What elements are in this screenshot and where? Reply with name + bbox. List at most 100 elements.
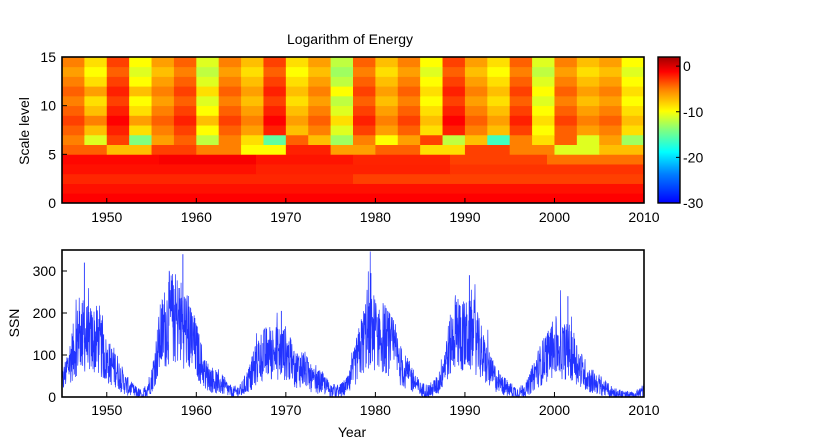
- heatmap-cell: [263, 105, 287, 116]
- heatmap-cell: [554, 134, 578, 145]
- heatmap-cell: [353, 86, 376, 97]
- ssn-plot-frame: [61, 249, 645, 398]
- heatmap-cell: [547, 154, 645, 165]
- heatmap-cell: [62, 86, 85, 97]
- heatmap-cell: [263, 115, 287, 126]
- heatmap-cell: [241, 76, 265, 87]
- heatmap-cell: [353, 76, 376, 87]
- heatmap-cell: [285, 115, 309, 126]
- heatmap-cell: [375, 125, 399, 136]
- heatmap-cell: [532, 95, 556, 107]
- heatmap-cell: [353, 154, 451, 165]
- heatmap-cell: [464, 95, 488, 107]
- heatmap-cell: [576, 105, 600, 116]
- heatmap-cell: [397, 86, 421, 97]
- heatmap-cell: [62, 134, 85, 145]
- heatmap-cell: [532, 76, 556, 87]
- heatmap-cell: [263, 57, 287, 68]
- heatmap-cell: [62, 66, 85, 77]
- heatmap-cell: [464, 144, 511, 155]
- heatmap-cell: [241, 125, 265, 136]
- heatmap-cell: [375, 76, 399, 87]
- heatmap-cell: [509, 115, 533, 126]
- heatmap-cell: [129, 95, 153, 107]
- heatmap-cell: [129, 76, 153, 87]
- heatmap-cell: [576, 66, 600, 77]
- heatmap-cell: [532, 105, 556, 116]
- heatmap-cell: [196, 144, 242, 155]
- heatmap-cell: [554, 144, 600, 155]
- heatmap-cell: [173, 86, 197, 97]
- heatmap-x-tick-label: 1950: [91, 209, 122, 225]
- ssn-y-tick-label: 100: [33, 347, 57, 363]
- heatmap-cell: [106, 144, 153, 155]
- heatmap-cell: [375, 115, 399, 126]
- heatmap-cell: [375, 134, 399, 145]
- heatmap-cell: [285, 86, 309, 97]
- ssn-y-tick-label: 300: [33, 263, 57, 279]
- heatmap-cell: [263, 76, 287, 87]
- heatmap-cell: [420, 66, 444, 77]
- heatmap-cell: [442, 95, 466, 107]
- heatmap-cell: [353, 173, 645, 184]
- heatmap-cell: [196, 105, 220, 116]
- colorbar: 0 -10 -20 -30: [657, 56, 703, 211]
- heatmap-cell: [196, 95, 220, 107]
- heatmap-cell: [106, 76, 130, 87]
- heatmap-cell: [599, 86, 623, 97]
- heatmap-cell: [442, 86, 466, 97]
- heatmap-cell: [62, 193, 645, 204]
- heatmap-cell: [509, 66, 533, 77]
- heatmap-cell: [420, 105, 444, 116]
- heatmap-cell: [487, 86, 511, 97]
- heatmap-cell: [129, 66, 153, 77]
- ssn-x-tick-label: 2010: [628, 402, 659, 418]
- heatmap-cell: [62, 125, 85, 136]
- heatmap-cell: [464, 125, 488, 136]
- heatmap-cell: [353, 105, 376, 116]
- heatmap-cell: [487, 105, 511, 116]
- heatmap-cell: [353, 66, 376, 77]
- heatmap-cell: [442, 66, 466, 77]
- heatmap-cell: [599, 57, 623, 68]
- heatmap-cell: [285, 95, 309, 107]
- heatmap-cell: [509, 144, 556, 155]
- heatmap-cell: [509, 105, 533, 116]
- heatmap-cell: [241, 86, 265, 97]
- heatmap-cell: [554, 125, 578, 136]
- heatmap-y-tick-label: 15: [40, 49, 56, 65]
- heatmap-cell: [554, 76, 578, 87]
- heatmap-cell: [308, 76, 332, 87]
- heatmap-cell: [509, 76, 533, 87]
- heatmap-cell: [263, 66, 287, 77]
- colorbar-gradient: [658, 57, 680, 203]
- heatmap-cell: [442, 105, 466, 116]
- heatmap-cell: [420, 144, 466, 155]
- ssn-y-tick-label: 0: [48, 389, 56, 405]
- heatmap-cell: [554, 105, 578, 116]
- heatmap-cell: [285, 76, 309, 87]
- heatmap-panel: Logarithm of Energy 1950 1960 1970 1980 1990…: [16, 31, 703, 225]
- heatmap-cell: [106, 66, 130, 77]
- ssn-x-tick-label: 2000: [539, 402, 570, 418]
- heatmap-cell: [151, 86, 175, 97]
- heatmap-cell: [196, 115, 220, 126]
- heatmap-cell: [532, 125, 556, 136]
- heatmap-cell: [106, 95, 130, 107]
- heatmap-cell: [129, 57, 153, 68]
- heatmap-cell: [218, 86, 242, 97]
- heatmap-cell: [241, 115, 265, 126]
- heatmap-cell: [397, 115, 421, 126]
- heatmap-cell: [129, 125, 153, 136]
- heatmap-cell: [576, 125, 600, 136]
- heatmap-cell: [509, 134, 533, 145]
- heatmap-cell: [464, 86, 488, 97]
- heatmap-cell: [450, 164, 645, 175]
- heatmap-cell: [375, 144, 421, 155]
- heatmap-cell: [330, 125, 354, 136]
- heatmap-cell: [621, 115, 645, 126]
- heatmap-cell: [576, 86, 600, 97]
- heatmap-cell: [532, 134, 556, 145]
- heatmap-cell: [308, 95, 332, 107]
- heatmap-cell: [151, 66, 175, 77]
